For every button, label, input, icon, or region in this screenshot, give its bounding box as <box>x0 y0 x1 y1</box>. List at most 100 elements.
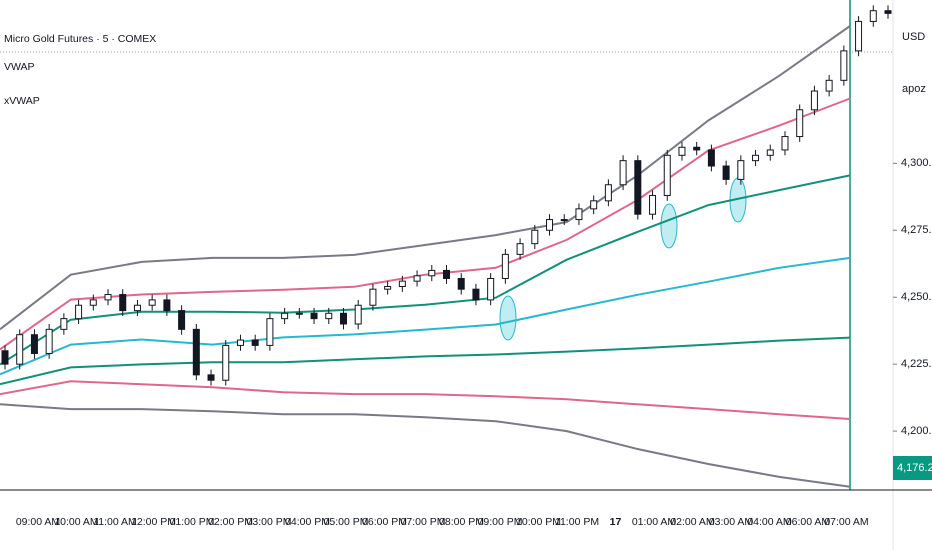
candle-body <box>119 294 127 312</box>
candle-body <box>457 277 465 290</box>
candle-body <box>45 328 53 354</box>
x-tick-label: 03:00 PM <box>247 516 292 528</box>
candle-body <box>325 312 333 320</box>
candle-body <box>266 318 274 346</box>
candle-body <box>281 312 289 320</box>
currency: USD <box>902 31 925 43</box>
candle-body <box>516 243 524 255</box>
candle-body <box>222 344 230 381</box>
candle-body <box>472 288 480 301</box>
candle-body <box>531 229 539 245</box>
candle-body <box>781 136 789 151</box>
x-tick-label: 05:00 PM <box>324 516 369 528</box>
candle-body <box>89 299 97 306</box>
candle-body <box>16 334 24 365</box>
candle-body <box>398 280 406 288</box>
candle-body <box>634 160 642 215</box>
x-tick-label: 12:00 PM <box>131 516 176 528</box>
candle-body <box>163 299 171 312</box>
candle-body <box>428 269 436 277</box>
candle-body <box>722 165 730 180</box>
price-badge-label: 4,176.2 <box>897 462 932 474</box>
indicator-label: VWAP <box>4 61 35 73</box>
x-tick-label: 08:00 PM <box>439 516 484 528</box>
x-tick-label: 09:00 PM <box>478 516 523 528</box>
candle-body <box>148 299 156 306</box>
band-line <box>0 174 851 366</box>
candle-body <box>678 146 686 156</box>
candle-body <box>546 219 554 231</box>
candle-body <box>693 146 701 151</box>
candle-body <box>560 219 568 222</box>
candle-body <box>604 184 612 202</box>
candle-body <box>796 109 804 138</box>
plot-area <box>0 0 892 490</box>
x-tick-label: 02:00 PM <box>208 516 253 528</box>
band-line <box>0 336 851 386</box>
candle-body <box>737 160 745 180</box>
y-tick-label: 4,200.0 <box>901 425 932 437</box>
candle-body <box>575 208 583 221</box>
candle-body <box>104 294 112 301</box>
x-tick-label: 06:00 PM <box>362 516 407 528</box>
candle-body <box>869 10 877 22</box>
x-tick-label: 10:00 PM <box>516 516 561 528</box>
candle-body <box>840 50 848 81</box>
band-line <box>0 403 851 488</box>
candle-body <box>133 304 141 312</box>
x-tick-label: 10:00 AM <box>54 516 98 528</box>
candle-body <box>310 312 318 320</box>
x-tick-label: 04:00 AM <box>747 516 791 528</box>
x-tick-label: 07:00 PM <box>401 516 446 528</box>
candle-body <box>178 310 186 330</box>
candle-body <box>60 318 68 330</box>
x-tick-label: 17 <box>610 516 622 528</box>
candle-body <box>369 288 377 306</box>
candle-body <box>810 90 818 111</box>
candle-body <box>1 350 9 365</box>
candle-body <box>663 154 671 196</box>
y-tick-label: 4,300.0 <box>901 157 932 169</box>
x-tick-label: 02:00 AM <box>670 516 714 528</box>
candle-body <box>251 339 259 346</box>
candle-body <box>825 79 833 92</box>
candle-body <box>443 269 450 279</box>
y-tick-label: 4,225.0 <box>901 358 932 370</box>
x-tick-label: 04:00 PM <box>285 516 330 528</box>
candle-body <box>590 200 598 210</box>
x-tick-label: 01:00 AM <box>632 516 676 528</box>
x-tick-label: 03:00 AM <box>709 516 753 528</box>
x-tick-label: 06:00 AM <box>786 516 830 528</box>
highlight <box>499 295 517 341</box>
candle-body <box>487 277 495 301</box>
y-tick-label: 4,275.0 <box>901 224 932 236</box>
indicator-label: xVWAP <box>4 95 40 107</box>
band-line <box>0 256 851 376</box>
candle-body <box>207 374 215 381</box>
candle-body <box>707 149 715 167</box>
x-tick-label: 11:00 PM <box>555 516 599 528</box>
candle-body <box>75 304 83 320</box>
price-badge <box>893 456 932 480</box>
scale-label: apoz <box>902 83 926 95</box>
candle-body <box>413 275 421 282</box>
candle-body <box>766 149 774 156</box>
y-tick-label: 4,250.0 <box>901 291 932 303</box>
candle-body <box>236 339 244 346</box>
highlight <box>660 203 678 249</box>
x-tick-label: 09:00 AM <box>16 516 60 528</box>
candle-body <box>752 154 760 162</box>
candle-body <box>649 194 657 215</box>
x-tick-label: 07:00 AM <box>824 516 868 528</box>
chart-title: Micro Gold Futures · 5 · COMEX <box>4 33 156 45</box>
candle-body <box>339 312 347 325</box>
candle-body <box>884 10 892 14</box>
candle-body <box>295 312 303 315</box>
band-line <box>0 380 851 420</box>
candle-body <box>384 286 392 290</box>
x-tick-label: 11:00 AM <box>93 516 137 528</box>
candle-body <box>354 304 362 325</box>
